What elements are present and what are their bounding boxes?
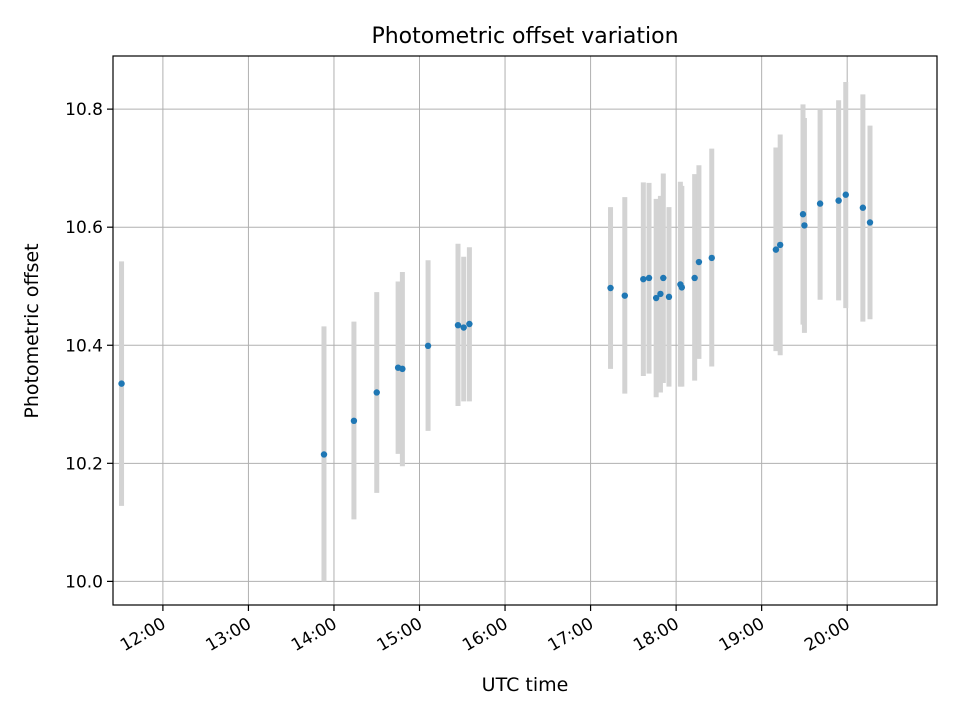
data-point [691, 274, 698, 282]
data-point [466, 320, 473, 328]
data-point [424, 342, 432, 350]
data-point [816, 200, 824, 207]
data-point [772, 246, 780, 253]
data-point [695, 258, 703, 266]
data-point [607, 284, 614, 292]
data-point [801, 222, 808, 229]
data-point [640, 275, 647, 283]
data-point [859, 204, 867, 211]
data-point [320, 451, 328, 458]
data-point [350, 417, 358, 425]
axes-frame [112, 55, 938, 606]
chart-title: Photometric offset variation [371, 24, 678, 49]
data-point [645, 274, 653, 282]
data-point [835, 197, 842, 204]
y-tick-label: 10.8 [65, 100, 103, 120]
data-point [866, 219, 874, 226]
data-point [678, 284, 686, 291]
y-tick-label: 10.4 [65, 336, 103, 356]
y-tick-label: 10.0 [65, 572, 103, 592]
data-point [454, 321, 462, 329]
data-point [708, 254, 715, 262]
data-point [621, 292, 628, 299]
data-point [652, 294, 660, 302]
data-point [660, 274, 667, 282]
point-layer [118, 191, 874, 458]
data-point [118, 380, 125, 387]
x-axis-label: UTC time [482, 674, 569, 696]
data-point [657, 290, 664, 298]
data-point [665, 293, 673, 301]
grid-layer [113, 56, 937, 605]
data-point [799, 211, 807, 218]
data-point [776, 241, 784, 249]
data-point [460, 324, 467, 331]
y-axis-label: Photometric offset [21, 243, 43, 418]
data-point [842, 191, 849, 198]
y-tick-label: 10.6 [65, 218, 103, 238]
data-point [399, 365, 406, 373]
data-point [373, 389, 380, 396]
y-tick-label: 10.2 [65, 454, 103, 474]
